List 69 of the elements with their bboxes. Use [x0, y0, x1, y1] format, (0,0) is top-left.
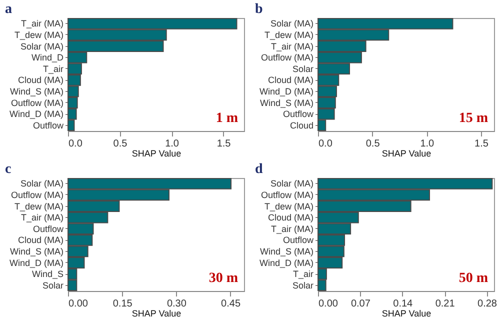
x-tick-label: 1.0	[420, 138, 435, 150]
x-tick-label: 0.00	[68, 298, 88, 310]
x-tick-label: 1.5	[216, 138, 232, 150]
y-tick-label: T_dew (MA)	[264, 201, 314, 212]
x-tick-label: 1.5	[474, 138, 489, 150]
y-tick-label: Solar (MA)	[20, 41, 64, 52]
x-axis-title: SHAP Value	[132, 148, 182, 158]
x-tick-label: 0.5	[113, 138, 128, 150]
x-axis-title: SHAP Value	[132, 308, 182, 318]
x-tick-label: 0.5	[366, 138, 380, 150]
annotation: 15 m	[458, 111, 488, 126]
x-tick-label: 0.21	[435, 298, 456, 310]
y-tick-label: T_air	[42, 64, 64, 74]
y-tick-label: Wind_D (MA)	[259, 258, 314, 268]
y-tick-label: Outflow (MA)	[10, 190, 64, 200]
x-tick-label: 0.07	[350, 298, 371, 310]
annotation: 1 m	[216, 111, 238, 126]
y-tick-label: Cloud (MA)	[18, 235, 64, 246]
y-tick-label: Outflow	[32, 120, 64, 130]
y-tick-label: Outflow (MA)	[260, 190, 314, 200]
chart-title: a	[4, 2, 12, 17]
x-axis-title: SHAP Value	[382, 308, 432, 318]
y-tick-label: Wind_S	[32, 269, 64, 280]
y-tick-label: Solar (MA)	[270, 178, 314, 189]
x-tick-label: 1.0	[165, 138, 180, 150]
y-tick-label: Cloud (MA)	[268, 212, 314, 223]
y-tick-label: Solar	[42, 280, 64, 290]
y-tick-label: Solar (MA)	[20, 178, 64, 189]
x-tick-label: 0.00	[318, 298, 338, 310]
y-tick-label: T_dew (MA)	[264, 30, 314, 40]
y-tick-label: Cloud (MA)	[268, 75, 314, 86]
x-tick-label: 0.30	[166, 298, 187, 310]
chart-title: d	[254, 162, 263, 177]
y-tick-label: Wind_S (MA)	[260, 98, 314, 108]
y-tick-label: T_air (MA)	[271, 224, 314, 234]
x-tick-label: 0.0	[68, 138, 83, 150]
y-tick-label: Wind_D (MA)	[9, 258, 64, 268]
x-tick-label: 0.14	[393, 298, 414, 310]
y-tick-label: Outflow	[32, 224, 64, 234]
y-tick-label: T_air	[292, 269, 314, 280]
y-tick-label: Solar (MA)	[270, 18, 314, 29]
x-tick-label: 0.28	[478, 298, 498, 310]
y-tick-label: Solar	[292, 280, 314, 290]
y-tick-label: Wind_S (MA)	[260, 246, 314, 256]
x-tick-label: 0.15	[112, 298, 133, 310]
chart-title: c	[4, 162, 12, 177]
y-tick-label: Outflow	[282, 235, 314, 246]
y-tick-label: Wind_D (MA)	[259, 86, 314, 96]
x-tick-label: 0.0	[318, 138, 333, 150]
y-tick-label: Outflow	[282, 109, 314, 120]
y-tick-label: Wind_D	[31, 52, 64, 63]
x-axis-title: SHAP Value	[382, 148, 432, 158]
y-tick-label: Outflow (MA)	[10, 98, 64, 108]
annotation: 50 m	[458, 271, 488, 286]
y-tick-label: Wind_S (MA)	[10, 86, 64, 96]
y-tick-label: T_air (MA)	[21, 212, 64, 223]
y-tick-label: Outflow (MA)	[260, 52, 314, 63]
y-tick-label: T_dew (MA)	[14, 201, 64, 212]
annotation: 30 m	[208, 271, 238, 286]
y-tick-label: Wind_S (MA)	[10, 246, 64, 256]
y-tick-label: T_air (MA)	[21, 18, 64, 29]
y-tick-label: Cloud	[290, 120, 314, 130]
x-tick-label: 0.45	[221, 298, 241, 310]
y-tick-label: T_air (MA)	[271, 41, 314, 52]
y-tick-label: Solar	[292, 64, 314, 74]
y-tick-label: Cloud (MA)	[18, 75, 64, 86]
y-tick-label: T_dew (MA)	[14, 30, 64, 40]
y-tick-label: Wind_D (MA)	[9, 109, 64, 120]
chart-title: b	[254, 2, 263, 17]
